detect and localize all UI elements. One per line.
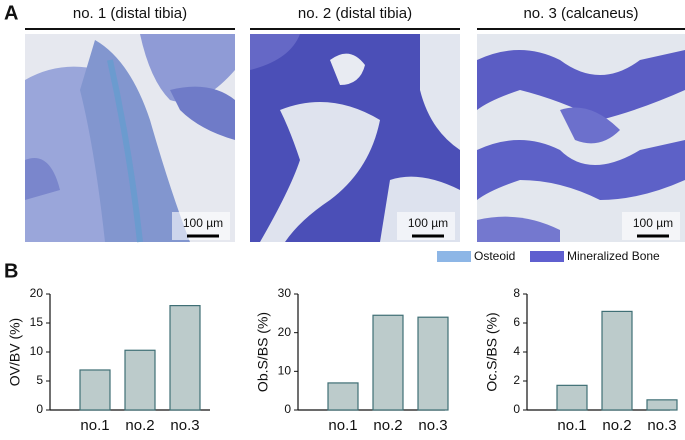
- y-axis-label: Oc.S/BS (%): [484, 312, 500, 391]
- y-tick-label: 0: [36, 402, 43, 416]
- legend-label: Mineralized Bone: [567, 249, 660, 263]
- x-tick-label: no.3: [647, 417, 676, 434]
- y-tick-label: 6: [513, 315, 520, 329]
- scale-bar-label: 100 µm: [183, 216, 223, 230]
- bar: [372, 314, 404, 411]
- y-tick-label: 0: [284, 402, 291, 416]
- micrograph: [477, 34, 685, 242]
- y-tick-label: 10: [30, 344, 44, 358]
- legend-swatch: [530, 251, 564, 262]
- y-tick-label: 10: [278, 364, 292, 378]
- micrograph: [250, 34, 460, 242]
- y-tick-label: 15: [30, 315, 44, 329]
- x-tick-label: no.2: [373, 417, 402, 434]
- x-tick-label: no.1: [328, 417, 357, 434]
- x-tick-label: no.2: [125, 417, 154, 434]
- bar: [124, 349, 156, 411]
- x-tick-label: no.1: [557, 417, 586, 434]
- bar: [556, 384, 588, 411]
- y-tick-label: 8: [513, 286, 520, 300]
- legend-label: Osteoid: [474, 249, 515, 263]
- y-tick-label: 5: [36, 373, 43, 387]
- scale-bar-label: 100 µm: [633, 216, 673, 230]
- bar: [79, 369, 111, 411]
- bar: [327, 382, 359, 411]
- image-title: no. 1 (distal tibia): [73, 5, 187, 22]
- panel-label: A: [4, 2, 18, 24]
- legend-swatch: [437, 251, 471, 262]
- x-tick-label: no.2: [602, 417, 631, 434]
- y-tick-label: 2: [513, 373, 520, 387]
- x-tick-label: no.3: [418, 417, 447, 434]
- y-tick-label: 20: [30, 286, 44, 300]
- y-axis-label: Ob.S/BS (%): [255, 312, 271, 392]
- y-axis-label: OV/BV (%): [7, 318, 23, 386]
- y-tick-label: 0: [513, 402, 520, 416]
- y-tick-label: 30: [278, 286, 292, 300]
- bar: [169, 305, 201, 411]
- y-tick-label: 4: [513, 344, 520, 358]
- x-tick-label: no.3: [170, 417, 199, 434]
- x-tick-label: no.1: [80, 417, 109, 434]
- panel-label: B: [4, 260, 18, 282]
- bar: [646, 399, 678, 411]
- bar: [417, 316, 449, 411]
- y-tick-label: 20: [278, 325, 292, 339]
- micrograph: [25, 34, 235, 243]
- scale-bar-label: 100 µm: [408, 216, 448, 230]
- bar: [601, 310, 633, 411]
- image-title: no. 3 (calcaneus): [523, 5, 638, 22]
- image-title: no. 2 (distal tibia): [298, 5, 412, 22]
